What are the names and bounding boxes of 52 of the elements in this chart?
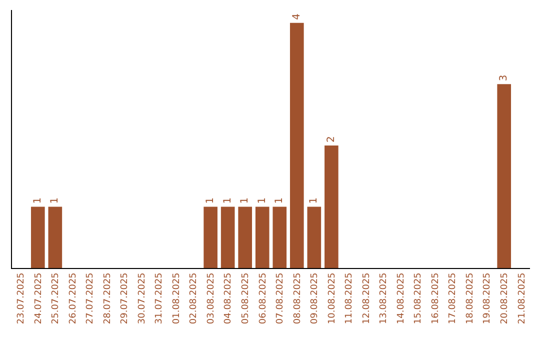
x-tick-label: 06.08.2025 xyxy=(258,272,268,324)
x-tick-label: 30.07.2025 xyxy=(137,272,148,324)
x-tick-label: 21.08.2025 xyxy=(517,272,528,324)
x-tick-label: 08.08.2025 xyxy=(292,272,303,324)
x-tick-label: 09.08.2025 xyxy=(310,272,320,324)
x-tick-label: 29.07.2025 xyxy=(120,272,130,324)
x-tick-label: 31.07.2025 xyxy=(154,272,165,324)
bar xyxy=(238,206,252,268)
data-label: 1 xyxy=(32,197,44,204)
x-tick-label: 24.07.2025 xyxy=(34,272,44,324)
x-tick-label: 23.07.2025 xyxy=(16,272,27,324)
data-label: 1 xyxy=(222,197,234,204)
x-tick-label: 05.08.2025 xyxy=(241,272,252,324)
x-tick-label: 13.08.2025 xyxy=(379,272,390,324)
data-label: 2 xyxy=(326,136,337,142)
data-label: 1 xyxy=(256,197,268,204)
x-tick-label: 01.08.2025 xyxy=(172,272,182,324)
x-tick-label: 26.07.2025 xyxy=(68,272,78,324)
bar xyxy=(220,206,235,268)
x-tick-label: 20.08.2025 xyxy=(500,272,510,324)
x-tick-label: 18.08.2025 xyxy=(465,272,476,324)
x-tick-label: 10.08.2025 xyxy=(327,272,338,324)
bar xyxy=(497,84,512,268)
x-tick-label: 17.08.2025 xyxy=(448,272,458,324)
bar xyxy=(324,145,338,268)
x-tick-label: 15.08.2025 xyxy=(414,272,424,324)
x-tick-label: 04.08.2025 xyxy=(224,272,234,324)
bar xyxy=(255,206,270,268)
x-tick-label: 07.08.2025 xyxy=(276,272,286,324)
x-tick-label: 14.08.2025 xyxy=(396,272,406,324)
data-label: 1 xyxy=(50,197,61,204)
data-label: 4 xyxy=(291,14,302,20)
bar xyxy=(204,206,218,268)
bar xyxy=(48,206,62,268)
data-label: 1 xyxy=(240,197,251,204)
x-tick-label: 16.08.2025 xyxy=(430,272,441,324)
bar xyxy=(272,206,287,268)
data-label: 1 xyxy=(274,197,286,204)
x-tick-label: 28.07.2025 xyxy=(102,272,113,324)
x-tick-label: 19.08.2025 xyxy=(482,272,493,324)
data-label: 1 xyxy=(205,197,216,204)
x-tick-label: 27.07.2025 xyxy=(86,272,96,324)
x-tick-label: 02.08.2025 xyxy=(189,272,200,324)
x-tick-label: 25.07.2025 xyxy=(51,272,62,324)
data-label: 3 xyxy=(498,74,510,82)
data-label: 1 xyxy=(308,197,320,204)
x-tick-label: 12.08.2025 xyxy=(362,272,372,324)
bar xyxy=(307,206,322,268)
x-tick-label: 11.08.2025 xyxy=(344,272,355,324)
bar xyxy=(290,22,304,268)
bar xyxy=(30,206,45,268)
x-tick-label: 03.08.2025 xyxy=(206,272,216,324)
